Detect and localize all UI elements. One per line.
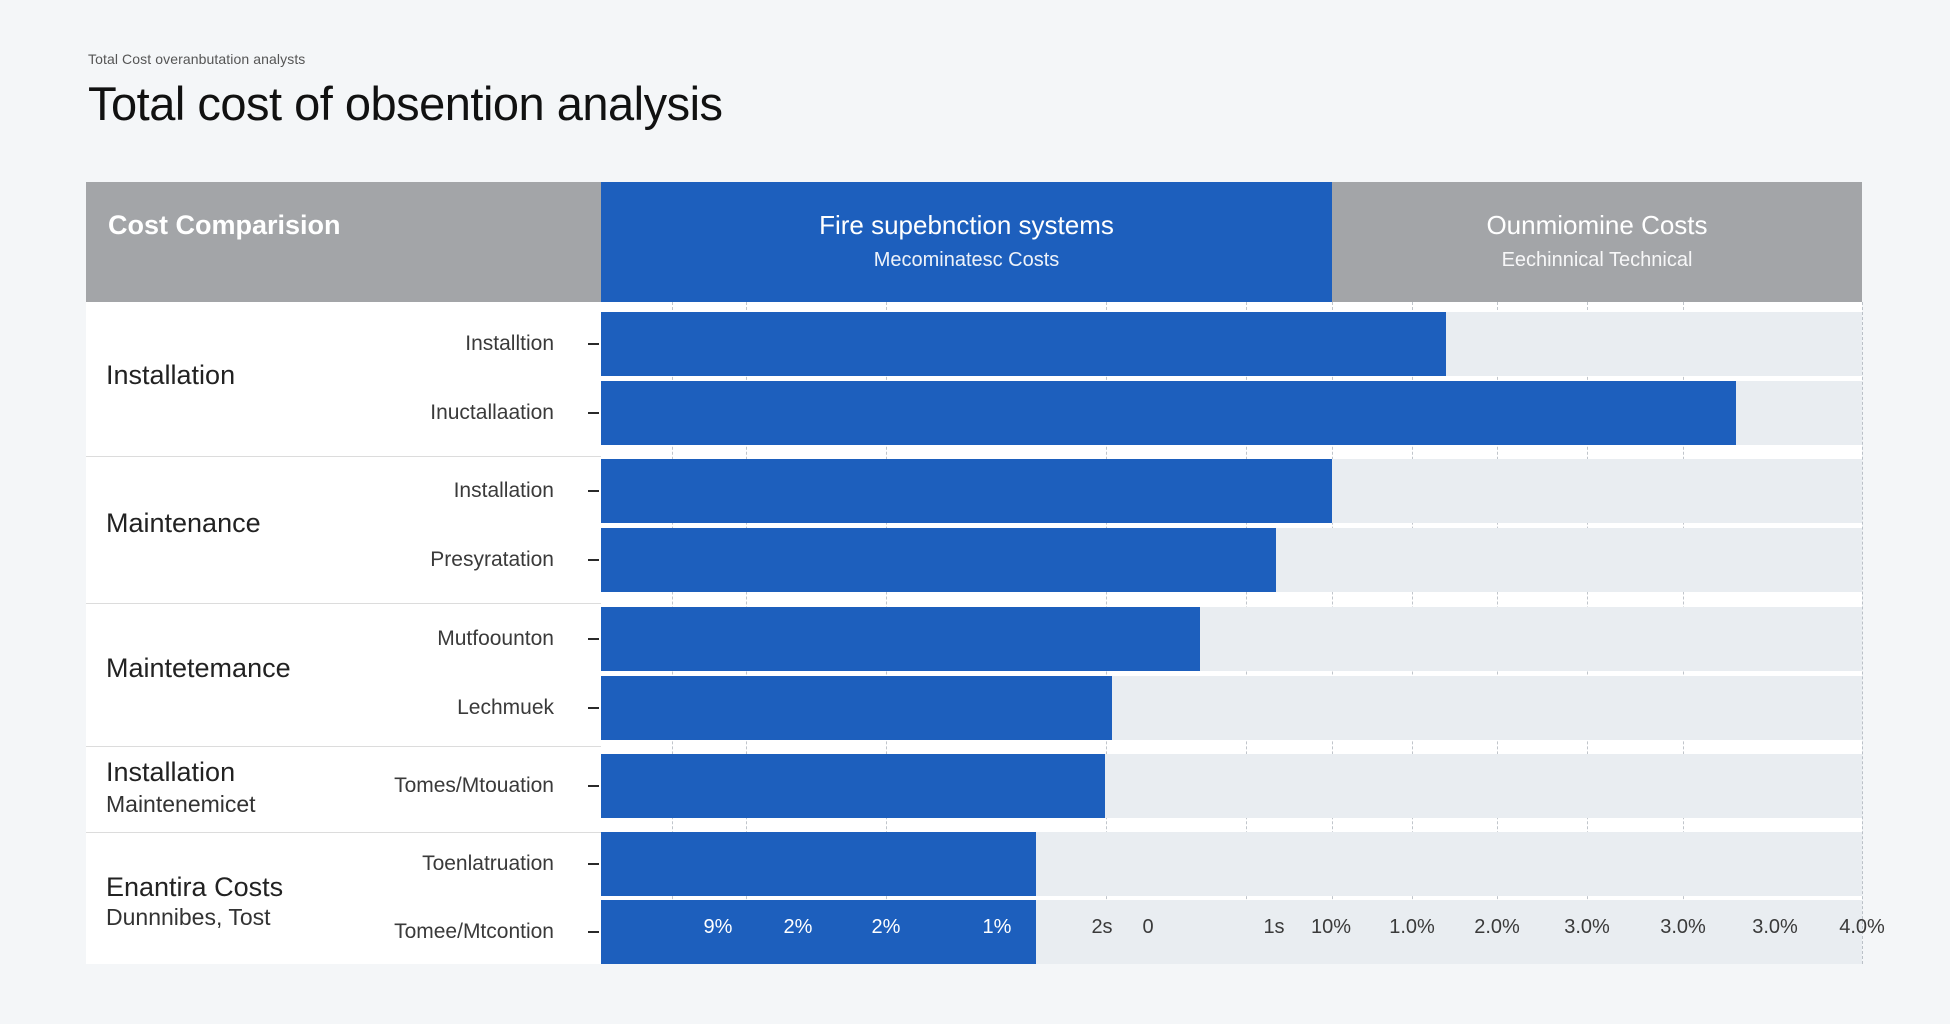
x-tick-label: 1s <box>1263 916 1285 938</box>
group-subtitle: Dunnnibes, Tost <box>106 904 271 930</box>
x-tick-label: 9% <box>703 916 733 938</box>
header-right-subtitle: Eechinnical Technical <box>1501 249 1693 271</box>
group-subtitle: Maintenemicet <box>106 791 256 817</box>
row-tick <box>588 412 599 414</box>
bar <box>601 459 1333 523</box>
bar <box>601 900 1037 964</box>
bar <box>601 754 1106 818</box>
header-middle-title: Fire supebnction systems <box>819 210 1114 240</box>
group-title: Maintenance <box>106 508 261 538</box>
row-tick <box>588 638 599 640</box>
bar <box>601 312 1446 376</box>
x-tick-label: 3.0% <box>1752 916 1798 938</box>
x-tick-label: 2.0% <box>1474 916 1520 938</box>
x-tick-label: 2s <box>1091 916 1113 938</box>
header-left-title: Cost Comparision <box>108 210 341 240</box>
row-tick <box>588 785 599 787</box>
group-title: Maintetemance <box>106 653 291 683</box>
row-label: Toenlatruation <box>422 852 554 875</box>
row-tick <box>588 343 599 345</box>
header-fire-systems: Fire supebnction systems Mecominatesc Co… <box>601 182 1332 302</box>
x-tick-label: 1% <box>982 916 1012 938</box>
x-tick-label: 4.0% <box>1839 916 1885 938</box>
group-title: Enantira Costs <box>106 872 284 902</box>
bar <box>601 607 1200 671</box>
row-label: Presyratation <box>430 548 554 571</box>
breadcrumb: Total Cost overanbutation analysts <box>88 51 306 67</box>
group-divider <box>86 746 601 747</box>
x-tick-label: 1.0% <box>1389 916 1435 938</box>
row-label: Installtion <box>465 332 554 355</box>
x-tick-label: 0 <box>1142 916 1154 938</box>
row-label: Installation <box>453 479 554 502</box>
bar <box>601 832 1037 896</box>
group-divider <box>86 603 601 604</box>
row-tick <box>588 559 599 561</box>
gridline <box>1862 302 1863 964</box>
x-tick-label: 10% <box>1310 916 1352 938</box>
row-tick <box>588 863 599 865</box>
header-cost-comparison: Cost Comparision <box>86 182 601 302</box>
bar <box>601 381 1736 445</box>
header-middle-subtitle: Mecominatesc Costs <box>873 249 1060 271</box>
group-title: Installation <box>106 360 236 390</box>
page-title: Total cost of obsention analysis <box>88 77 723 130</box>
x-tick-label: 3.0% <box>1660 916 1706 938</box>
header-right-title: Ounmiomine Costs <box>1486 210 1708 240</box>
x-tick-label: 3.0% <box>1564 916 1610 938</box>
header-other-costs: Ounmiomine Costs Eechinnical Technical <box>1332 182 1862 302</box>
row-label: Lechmuek <box>457 696 554 719</box>
bar <box>601 676 1112 740</box>
group-divider <box>86 832 601 833</box>
x-tick-label: 2% <box>783 916 813 938</box>
row-label: Tomes/Mtouation <box>394 774 554 797</box>
group-title: Installation <box>106 757 236 787</box>
row-tick <box>588 490 599 492</box>
row-label: Inuctallaation <box>430 401 554 424</box>
row-tick <box>588 707 599 709</box>
chart-card: Cost Comparision Fire supebnction system… <box>86 182 1885 964</box>
row-label: Tomee/Mtcontion <box>394 920 554 943</box>
bar <box>601 528 1276 592</box>
row-tick <box>588 931 599 933</box>
x-tick-label: 2% <box>871 916 901 938</box>
row-label: Mutfoounton <box>437 627 554 650</box>
group-divider <box>86 456 601 457</box>
